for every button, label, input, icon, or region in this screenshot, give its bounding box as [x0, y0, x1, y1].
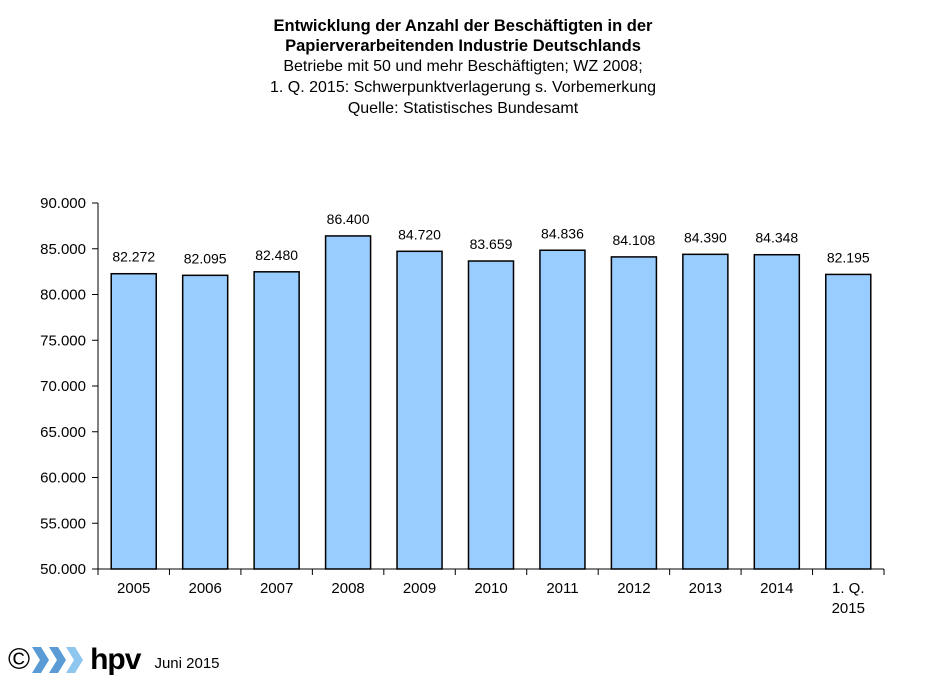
x-tick-label: 2007 — [260, 580, 293, 597]
logo-chevron-3 — [66, 647, 84, 673]
bar — [682, 253, 729, 570]
bar — [396, 250, 443, 570]
data-label: 84.348 — [755, 230, 798, 246]
bar — [539, 249, 586, 570]
x-tick-label: 2009 — [403, 580, 436, 597]
bar — [467, 260, 515, 570]
x-tick-label-line: 2005 — [117, 580, 150, 597]
value-labels: 82.272 82.095 82.480 86.400 84.720 83.659 84.8… — [112, 211, 870, 266]
bar — [253, 271, 300, 570]
y-axis: 50.000 55.000 60.000 65.000 70.000 75.000 80.0… — [40, 195, 99, 578]
logo-chevron-2 — [49, 647, 67, 673]
x-tick-label-line: 2011 — [546, 580, 578, 597]
x-tick-label: 2010 — [474, 580, 507, 597]
bar — [181, 274, 229, 570]
copyright-symbol: © — [8, 643, 31, 676]
x-tick-label-line: 1. Q. — [832, 580, 865, 597]
data-label: 84.836 — [541, 225, 584, 241]
x-tick-label-line: 2013 — [689, 580, 722, 597]
chart-titles: Entwicklung der Anzahl der Beschäftigten… — [0, 16, 926, 119]
y-tick-label: 90.000 — [40, 195, 86, 212]
y-tick-label: 85.000 — [40, 241, 86, 258]
footer-date: Juni 2015 — [154, 654, 220, 672]
x-axis: 2005 2006 2007 2008 2009 2010 2011 2012 2013 2014… — [97, 568, 885, 617]
data-label: 82.480 — [255, 247, 298, 263]
chart-subtitle-line-1: Betriebe mit 50 und mehr Beschäftigten; … — [283, 58, 643, 75]
footer: © hpv Juni 2015 — [8, 640, 220, 680]
chart-title-line-2: Papierverarbeitenden Industrie Deutschla… — [285, 37, 641, 55]
bar — [825, 273, 872, 570]
hpv-logo-text: hpv — [90, 643, 141, 676]
y-tick-label: 75.000 — [40, 332, 86, 349]
x-tick-label-line: 2015 — [832, 600, 865, 617]
y-tick-label: 60.000 — [40, 470, 86, 487]
data-label: 84.720 — [398, 226, 441, 242]
data-label: 84.108 — [612, 232, 655, 248]
x-tick-label-line: 2014 — [760, 580, 793, 597]
x-tick-label: 2014 — [760, 580, 793, 597]
x-tick-label: 2005 — [117, 580, 150, 597]
x-tick-label-line: 2006 — [188, 580, 221, 597]
x-tick-label-line: 2010 — [474, 580, 507, 597]
chart-title-line-1: Entwicklung der Anzahl der Beschäftigten… — [273, 17, 653, 35]
bar — [753, 253, 801, 570]
bar — [610, 256, 658, 570]
x-tick-label-line: 2007 — [260, 580, 293, 597]
x-tick-label: 2012 — [617, 580, 650, 597]
x-tick-label: 2006 — [188, 580, 221, 597]
y-tick-label: 80.000 — [40, 287, 86, 304]
y-tick-label: 50.000 — [40, 561, 86, 578]
chart-subtitle-line-3: Quelle: Statistisches Bundesamt — [347, 100, 579, 117]
data-label: 84.390 — [684, 229, 727, 245]
y-tick-label: 70.000 — [40, 378, 86, 395]
x-tick-label-line: 2009 — [403, 580, 436, 597]
x-tick-label: 2011 — [546, 580, 578, 597]
data-label: 83.659 — [470, 236, 513, 252]
bars — [110, 235, 872, 570]
x-tick-label-line: 2012 — [617, 580, 650, 597]
bar — [324, 235, 372, 570]
logo-chevron-1 — [32, 647, 50, 673]
data-label: 86.400 — [327, 211, 370, 227]
data-label: 82.195 — [827, 249, 870, 265]
chart-subtitle-line-2: 1. Q. 2015: Schwerpunktverlagerung s. Vo… — [270, 79, 656, 96]
x-tick-label: 2013 — [689, 580, 722, 597]
x-tick-label: 2008 — [331, 580, 364, 597]
data-label: 82.095 — [184, 250, 227, 266]
x-tick-label: 1. Q. 2015 — [832, 580, 865, 617]
y-tick-label: 55.000 — [40, 515, 86, 532]
x-tick-label-line: 2008 — [331, 580, 364, 597]
data-label: 82.272 — [112, 249, 155, 265]
bar — [110, 272, 157, 570]
y-tick-label: 65.000 — [40, 424, 86, 441]
hpv-logo-icon — [32, 647, 84, 673]
